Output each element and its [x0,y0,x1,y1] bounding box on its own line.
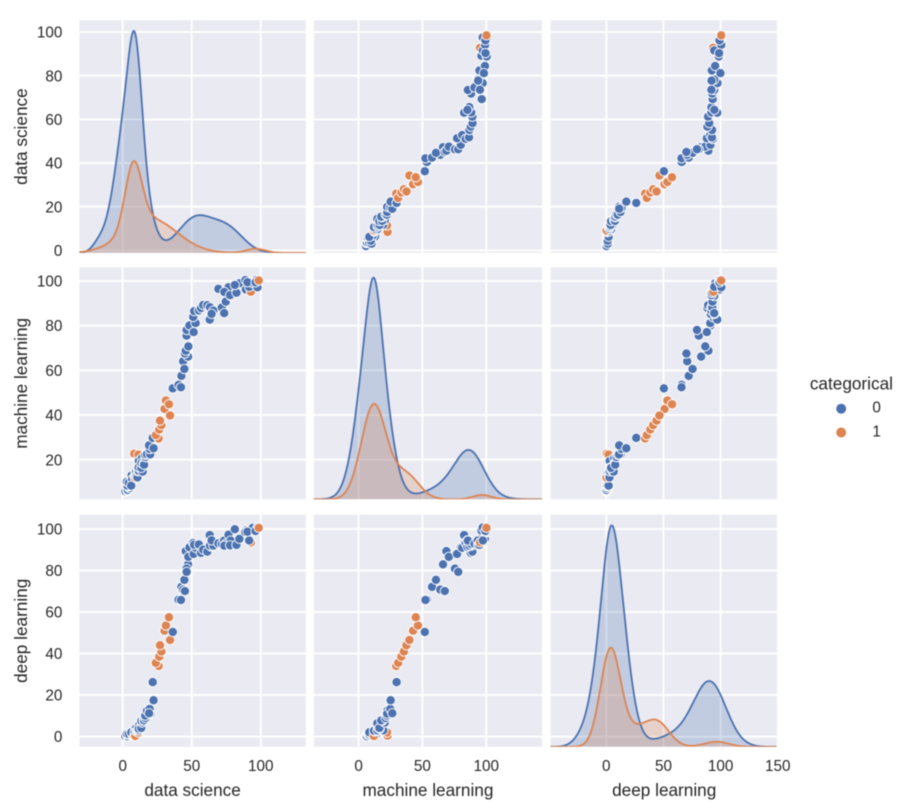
svg-text:60: 60 [45,605,62,622]
svg-text:50: 50 [414,758,431,775]
svg-text:50: 50 [655,758,672,775]
svg-text:0: 0 [602,758,611,775]
svg-text:machine learning: machine learning [362,780,493,800]
svg-text:deep learning: deep learning [11,579,31,683]
svg-text:machine learning: machine learning [11,318,31,449]
svg-text:data science: data science [144,780,241,800]
svg-text:80: 80 [45,563,62,580]
svg-text:40: 40 [45,156,62,173]
svg-text:100: 100 [37,274,63,291]
svg-text:0: 0 [872,400,881,417]
svg-text:categorical: categorical [810,373,893,393]
svg-text:150: 150 [765,758,791,775]
svg-text:0: 0 [118,758,127,775]
svg-text:100: 100 [37,521,63,538]
svg-text:80: 80 [45,318,62,335]
svg-text:60: 60 [45,363,62,380]
svg-text:100: 100 [708,758,734,775]
svg-text:60: 60 [45,112,62,129]
svg-text:deep learning: deep learning [612,780,716,800]
svg-text:80: 80 [45,68,62,85]
svg-text:100: 100 [248,758,274,775]
svg-text:100: 100 [37,25,63,42]
svg-text:20: 20 [45,688,62,705]
svg-text:20: 20 [45,452,62,469]
svg-text:40: 40 [45,408,62,425]
svg-text:40: 40 [45,646,62,663]
svg-text:0: 0 [354,758,363,775]
svg-text:20: 20 [45,199,62,216]
svg-text:0: 0 [54,729,63,746]
svg-text:50: 50 [183,758,200,775]
svg-text:1: 1 [872,423,881,440]
svg-text:data science: data science [11,88,31,185]
svg-text:100: 100 [473,758,499,775]
svg-text:0: 0 [54,243,63,260]
